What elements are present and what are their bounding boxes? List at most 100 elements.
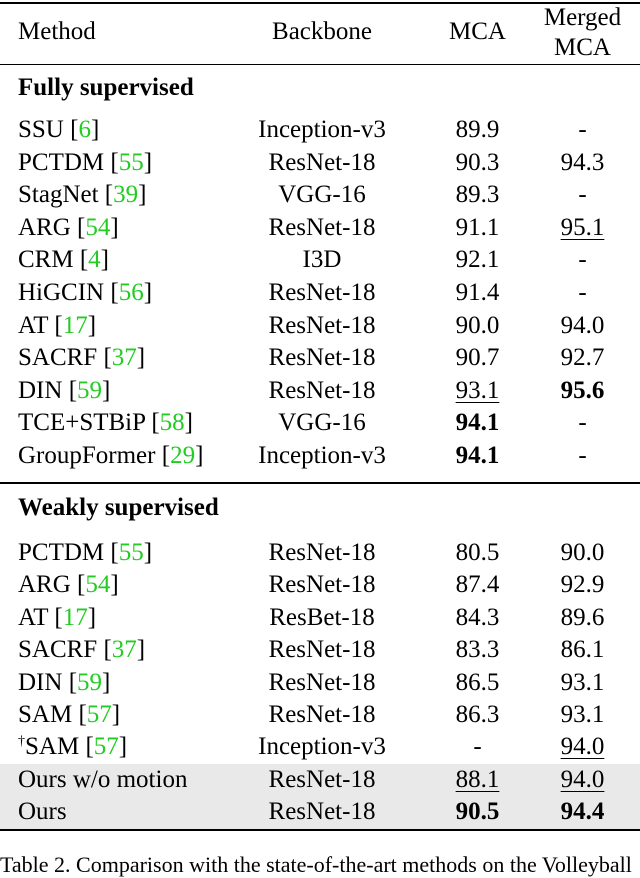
method-name: PCTDM bbox=[18, 148, 105, 176]
method-name: SACRF bbox=[18, 636, 98, 664]
cite-bracket-open: [ bbox=[103, 344, 112, 372]
method-cell: AT [17] bbox=[18, 602, 96, 634]
backbone-cell: ResNet-18 bbox=[268, 571, 376, 599]
method-cell: Ours bbox=[18, 796, 67, 828]
citation-link: 29 bbox=[170, 442, 196, 469]
method-name: DIN bbox=[18, 668, 63, 696]
method-name: CRM bbox=[18, 246, 74, 274]
merged-mca-cell: 92.7 bbox=[525, 342, 640, 374]
cite-bracket-close: ] bbox=[136, 344, 146, 372]
mca-value: 88.1 bbox=[455, 765, 500, 793]
table-row: AT [17] ResBet-18 84.3 89.6 bbox=[0, 602, 640, 634]
merged-mca-cell: - bbox=[525, 244, 640, 276]
cite-bracket-close: ] bbox=[143, 279, 153, 306]
merged-mca-value: 95.1 bbox=[560, 213, 605, 241]
mca-value: 90.5 bbox=[455, 798, 500, 826]
cite-bracket-open: [ bbox=[68, 668, 78, 696]
mca-cell: 94.1 bbox=[420, 440, 535, 472]
cite-bracket-open: [ bbox=[68, 376, 78, 404]
cite-bracket-close: ] bbox=[184, 409, 193, 437]
backbone-cell: ResNet-18 bbox=[268, 539, 376, 566]
cite-bracket-close: ] bbox=[136, 636, 146, 664]
table-row: PCTDM [55] ResNet-18 80.5 90.0 bbox=[0, 537, 640, 569]
method-name: Ours w/o motion bbox=[18, 765, 188, 793]
method-name: Ours bbox=[18, 798, 67, 826]
cite-bracket-open: [ bbox=[151, 409, 160, 437]
cite-bracket-close: ] bbox=[102, 668, 111, 696]
citation-link: 39 bbox=[113, 181, 139, 209]
citation-link: 54 bbox=[85, 213, 111, 241]
method-cell: DIN [59] bbox=[18, 375, 110, 407]
method-cell: GroupFormer [29] bbox=[18, 440, 203, 472]
cite-bracket-open: [ bbox=[161, 442, 171, 469]
cite-bracket-open: [ bbox=[78, 701, 87, 728]
method-name: StagNet bbox=[18, 181, 99, 209]
method-name: SACRF bbox=[18, 344, 98, 372]
merged-mca-value: 95.6 bbox=[560, 376, 605, 404]
citation-link: 57 bbox=[93, 733, 119, 761]
cite-bracket-open: [ bbox=[70, 116, 79, 143]
merged-mca-value: 93.1 bbox=[560, 701, 605, 728]
merged-mca-cell: 95.6 bbox=[525, 375, 640, 407]
merged-mca-cell: - bbox=[525, 440, 640, 472]
backbone-cell: VGG-16 bbox=[278, 409, 366, 437]
mca-value: 87.4 bbox=[455, 571, 500, 599]
mca-cell: 89.9 bbox=[420, 114, 535, 146]
mca-cell: - bbox=[420, 731, 535, 763]
method-name: HiGCIN bbox=[18, 279, 105, 306]
table-row: Ours ResNet-18 90.5 94.4 bbox=[0, 796, 640, 829]
backbone-cell: ResNet-18 bbox=[268, 668, 376, 696]
merged-mca-cell: 86.1 bbox=[525, 634, 640, 666]
method-cell: Ours w/o motion bbox=[18, 764, 187, 796]
method-cell: TCE+STBiP [58] bbox=[18, 407, 193, 439]
method-name: GroupFormer bbox=[18, 442, 156, 469]
cite-bracket-open: [ bbox=[77, 571, 86, 599]
method-cell: PCTDM [55] bbox=[18, 537, 152, 569]
citation-link: 59 bbox=[77, 376, 103, 404]
merged-mca-cell: - bbox=[525, 277, 640, 309]
method-name: AT bbox=[18, 603, 49, 631]
method-cell: StagNet [39] bbox=[18, 179, 146, 211]
merged-mca-value: - bbox=[578, 279, 587, 306]
merged-mca-cell: 94.3 bbox=[525, 147, 640, 179]
table-row: †SAM [57] Inception-v3 - 94.0 bbox=[0, 731, 640, 763]
mca-cell: 86.5 bbox=[420, 667, 535, 699]
merged-mca-value: 86.1 bbox=[560, 636, 605, 664]
method-name: TCE+STBiP bbox=[18, 409, 146, 437]
merged-mca-cell: 94.4 bbox=[525, 796, 640, 828]
backbone-cell: ResNet-18 bbox=[268, 798, 376, 826]
mca-value: 90.0 bbox=[455, 311, 500, 339]
mca-cell: 88.1 bbox=[420, 764, 535, 796]
backbone-cell: ResNet-18 bbox=[268, 213, 376, 241]
mca-cell: 90.7 bbox=[420, 342, 535, 374]
citation-link: 54 bbox=[85, 571, 111, 599]
mca-cell: 80.5 bbox=[420, 537, 535, 569]
merged-mca-cell: 89.6 bbox=[525, 602, 640, 634]
top-rule bbox=[0, 2, 640, 4]
cite-bracket-open: [ bbox=[110, 148, 119, 176]
method-cell: SACRF [37] bbox=[18, 634, 145, 666]
citation-link: 17 bbox=[62, 603, 88, 631]
table-row: CRM [4] I3D 92.1 - bbox=[0, 244, 640, 276]
cite-bracket-close: ] bbox=[110, 571, 119, 599]
cite-bracket-close: ] bbox=[90, 116, 100, 143]
merged-mca-value: 94.0 bbox=[560, 311, 605, 339]
header-rule bbox=[0, 64, 640, 65]
cite-bracket-close: ] bbox=[87, 603, 97, 631]
header-mca: MCA bbox=[449, 18, 506, 45]
merged-mca-cell: 92.9 bbox=[525, 569, 640, 601]
mca-cell: 90.0 bbox=[420, 310, 535, 342]
backbone-cell: ResNet-18 bbox=[268, 701, 376, 728]
backbone-cell: ResNet-18 bbox=[268, 148, 376, 176]
table-header: Method Backbone MCA Merged MCA bbox=[0, 0, 640, 62]
cite-bracket-close: ] bbox=[118, 733, 128, 761]
cite-bracket-close: ] bbox=[195, 442, 204, 469]
merged-mca-value: - bbox=[578, 442, 587, 469]
mca-value: 83.3 bbox=[455, 636, 500, 664]
cite-bracket-close: ] bbox=[87, 311, 97, 339]
backbone-cell: ResNet-18 bbox=[268, 636, 376, 664]
method-cell: CRM [4] bbox=[18, 244, 109, 276]
cite-bracket-open: [ bbox=[103, 636, 112, 664]
mca-value: 89.9 bbox=[455, 116, 500, 143]
merged-mca-cell: 93.1 bbox=[525, 667, 640, 699]
